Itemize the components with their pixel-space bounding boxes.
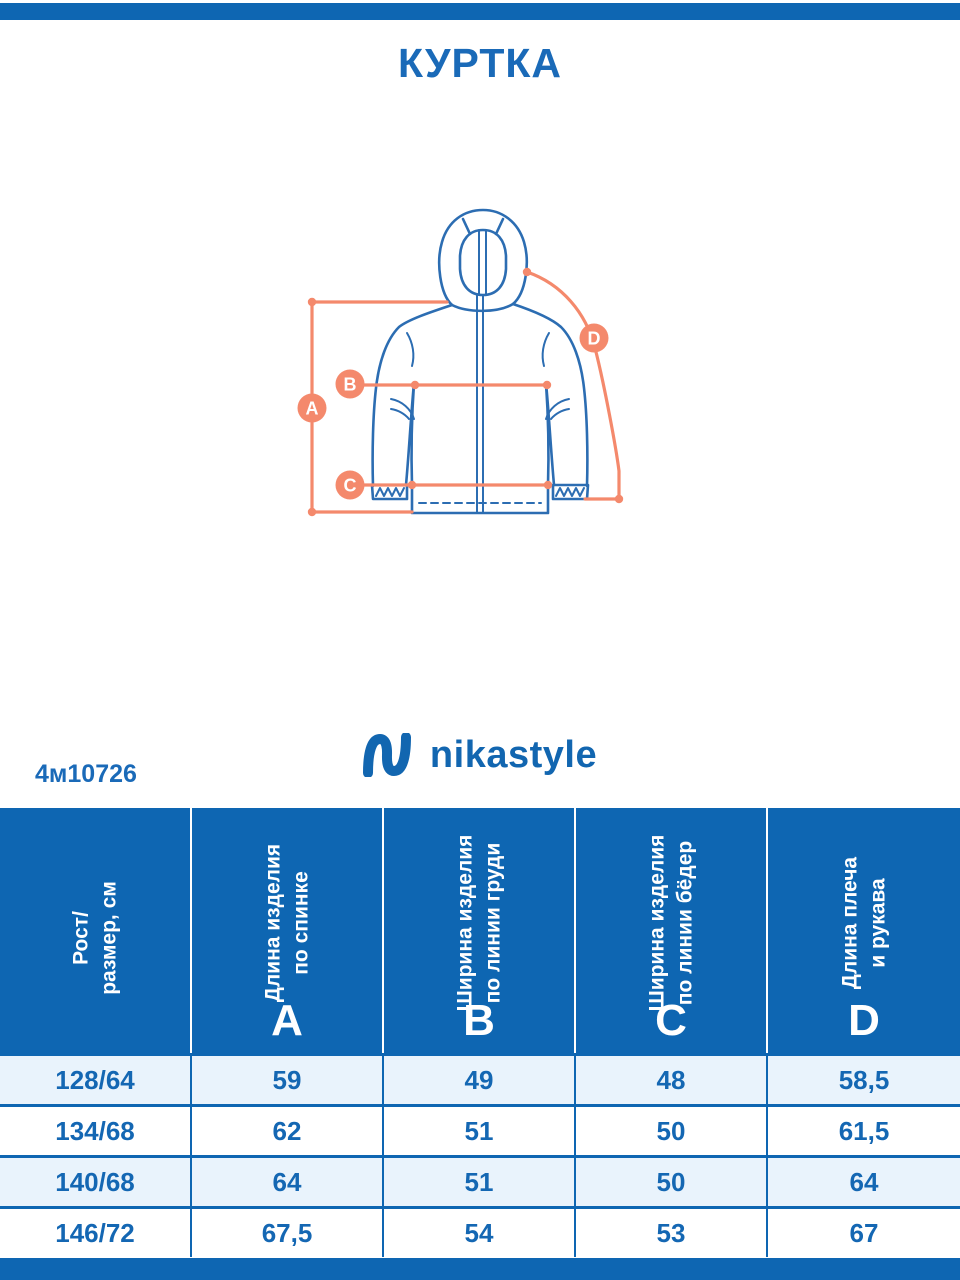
table-row: 140/68 64 51 50 64 [0, 1155, 960, 1206]
brand-logo-icon [362, 733, 411, 777]
left-pocket-mark [390, 398, 415, 420]
header-d-line1: Длина плеча [838, 857, 862, 990]
right-cuff-ribbing [555, 487, 585, 497]
cell-size: 146/72 [0, 1209, 192, 1257]
table-row: 146/72 67,5 54 53 67 [0, 1206, 960, 1257]
header-b-line2: по линии груди [481, 842, 504, 1004]
cell-a: 59 [192, 1056, 384, 1104]
cell-b: 51 [384, 1158, 576, 1206]
header-a-line1: Длина изделия [261, 844, 285, 1003]
header-letter-c: C [655, 996, 687, 1045]
hood-zip [478, 229, 487, 296]
marker-d-label: D [588, 329, 601, 349]
measure-line-a [310, 300, 449, 514]
left-cuff-ribbing [375, 487, 405, 497]
cell-b: 49 [384, 1056, 576, 1104]
header-letter-d: D [848, 996, 880, 1045]
header-cell-d: Длина плеча и рукава D [768, 808, 960, 1053]
header-cell-b: Ширина изделия по линии груди B [384, 808, 576, 1053]
jacket-measurement-diagram: A B C D [297, 208, 624, 517]
cell-c: 50 [576, 1107, 768, 1155]
hood-face-opening [458, 228, 508, 297]
cell-c: 53 [576, 1209, 768, 1257]
right-pocket-mark [545, 398, 570, 420]
header-cell-a: Длина изделия по спинке A [192, 808, 384, 1053]
cell-size: 140/68 [0, 1158, 192, 1206]
cell-size: 134/68 [0, 1107, 192, 1155]
cell-b: 51 [384, 1107, 576, 1155]
header-size-line2: размер, см [97, 881, 120, 995]
brand-logo-text: nikastyle [429, 733, 598, 776]
header-cell-size: Рост/ размер, см [0, 808, 192, 1053]
left-armhole-mark [406, 332, 415, 367]
cell-d: 58,5 [838, 1064, 890, 1095]
marker-d-circle [579, 323, 609, 353]
header-letter-a: A [271, 996, 303, 1045]
marker-b-label: B [344, 375, 357, 395]
cell-c: 50 [576, 1158, 768, 1206]
header-d-line2: и рукава [866, 878, 889, 968]
bottom-accent-bar [0, 1258, 960, 1280]
article-number: 4м10726 [35, 760, 137, 788]
brand-logo: nikastyle [0, 733, 960, 777]
zipper [476, 294, 484, 513]
cell-d: 64 [849, 1166, 879, 1197]
cell-b: 54 [384, 1209, 576, 1257]
left-body-side [410, 381, 416, 487]
marker-a-label: A [306, 399, 319, 419]
header-letter-b: B [463, 996, 495, 1045]
header-c-line1: Ширина изделия [645, 834, 669, 1012]
right-armhole-mark [541, 332, 550, 367]
cell-a: 62 [192, 1107, 384, 1155]
size-table-header: Рост/ размер, см Длина изделия по спинке… [0, 808, 960, 1053]
header-cell-c: Ширина изделия по линии бёдер C [576, 808, 768, 1053]
marker-b-circle [335, 369, 365, 399]
cell-size: 128/64 [0, 1056, 192, 1104]
hood-outer [437, 208, 529, 307]
right-body-side [544, 381, 550, 487]
header-c-line2: по линии бёдер [673, 840, 696, 1006]
header-b-line1: Ширина изделия [453, 834, 477, 1012]
hem-band [410, 483, 550, 515]
marker-c-circle [335, 470, 365, 500]
page-title: КУРТКА [397, 40, 563, 86]
top-accent-bar [0, 3, 960, 20]
jacket-outline-drawing [370, 208, 590, 515]
cell-c: 48 [576, 1056, 768, 1104]
marker-a-circle [297, 393, 327, 423]
cell-a: 67,5 [192, 1209, 384, 1257]
size-table: Рост/ размер, см Длина изделия по спинке… [0, 808, 960, 1257]
cell-d: 61,5 [838, 1115, 890, 1146]
header-a-line2: по спинке [289, 871, 312, 975]
left-shoulder-sleeve [371, 303, 454, 488]
table-row: 134/68 62 51 50 61,5 [0, 1104, 960, 1155]
measurement-markers: A B C D [297, 323, 609, 500]
marker-c-label: C [344, 476, 357, 496]
cell-a: 64 [192, 1158, 384, 1206]
table-row: 128/64 59 49 48 58,5 [0, 1053, 960, 1104]
measurement-dots [307, 267, 624, 517]
header-size-line1: Рост/ [69, 910, 93, 965]
cell-d: 67 [849, 1217, 879, 1248]
right-shoulder-sleeve [511, 302, 589, 488]
hood-seams [461, 217, 505, 236]
